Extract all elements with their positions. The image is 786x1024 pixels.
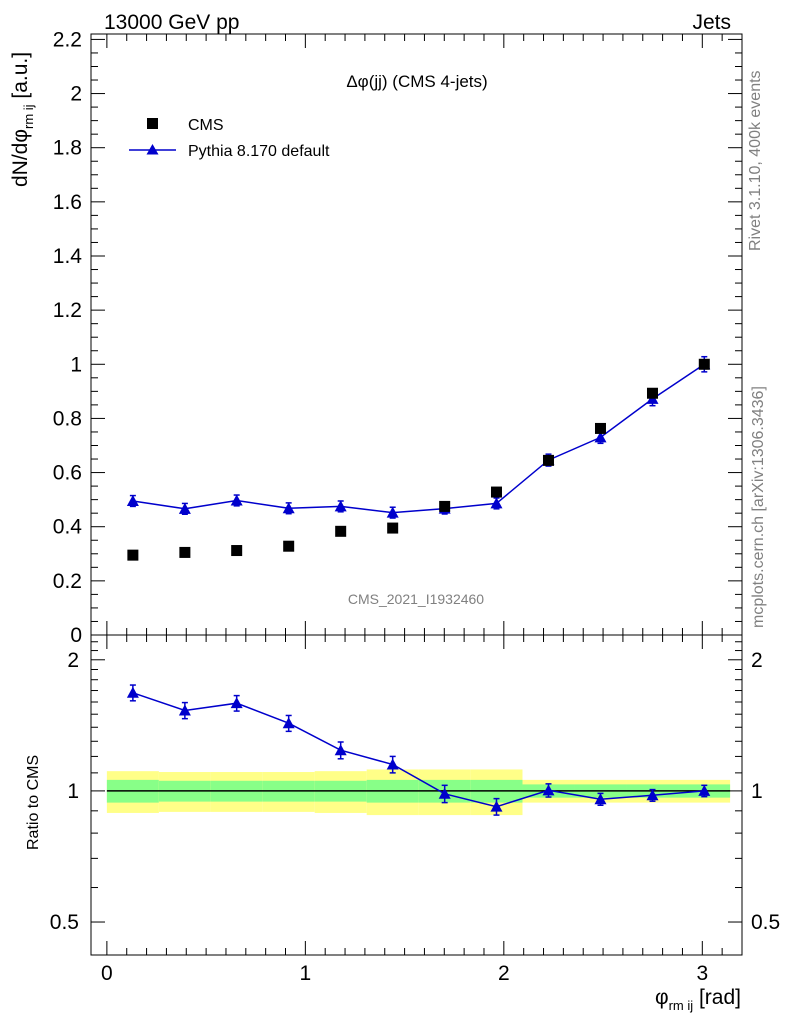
ratio-bands xyxy=(106,769,731,816)
mc-point xyxy=(126,494,139,506)
main-ytick-label: 1.4 xyxy=(53,245,83,268)
mc-point xyxy=(594,431,607,443)
ratio-xtick-label: 3 xyxy=(696,962,708,985)
cms-point xyxy=(335,525,347,537)
main-axis-ticks: 0 0.2 0.4 0.6 0.8 1 1.2 1.4 1.6 1.8 2 2.2 xyxy=(53,28,742,647)
main-ytick-label: 0.4 xyxy=(53,516,83,539)
cms-point xyxy=(490,486,502,498)
mc-line xyxy=(132,363,705,514)
energy-label: 13000 GeV pp xyxy=(104,11,239,34)
rivet-label: Rivet 3.1.10, 400k events xyxy=(747,70,764,251)
main-ylabel: dN/dφrm ij [a.u.] xyxy=(9,52,36,187)
ratio-mc-point xyxy=(178,704,191,716)
ratio-series xyxy=(126,684,711,816)
main-ytick-label: 1.8 xyxy=(53,137,82,160)
ratio-ytick-label-right: 2 xyxy=(751,649,763,672)
main-ytick-label: 0.6 xyxy=(53,462,82,485)
ratio-ylabel: Ratio to CMS xyxy=(25,755,42,850)
ratio-mc-point xyxy=(698,784,711,796)
ratio-ytick-label-left: 0.5 xyxy=(50,911,79,934)
ratio-panel: 0.5 0.5 1 1 2 2 0 1 2 3 Ratio to CMS φrm ij [rad] xyxy=(25,634,780,1013)
legend: CMS Pythia 8.170 default xyxy=(129,117,330,160)
ratio-axis-ticks: 0.5 0.5 1 1 2 2 0 1 2 3 xyxy=(50,635,780,985)
ratio-mc-point xyxy=(282,717,295,729)
main-title: Δφ(jj) (CMS 4-jets) xyxy=(346,72,487,91)
ratio-mc-point xyxy=(542,784,555,796)
ratio-mc-point xyxy=(230,697,243,709)
main-ytick-label: 2.2 xyxy=(53,28,82,51)
ratio-frame xyxy=(90,634,743,956)
main-ytick-label: 0 xyxy=(70,624,82,647)
cms-point xyxy=(594,422,606,434)
main-ytick-label: 1.6 xyxy=(53,191,82,214)
main-panel: 0 0.2 0.4 0.6 0.8 1 1.2 1.4 1.6 1.8 2 2.2 Δφ(jj) (C… xyxy=(9,28,743,647)
ratio-mc-point xyxy=(594,793,607,805)
main-series xyxy=(126,355,711,561)
main-ytick-label: 1 xyxy=(70,353,82,376)
mc-point xyxy=(334,500,347,512)
mc-point xyxy=(178,502,191,514)
ratio-xtick-label: 1 xyxy=(300,962,312,985)
cms-point xyxy=(179,546,191,558)
legend-mc-label: Pythia 8.170 default xyxy=(188,143,330,160)
mc-point xyxy=(490,497,503,509)
mc-point xyxy=(282,502,295,514)
legend-mc-marker xyxy=(146,144,159,155)
ratio-mc-point xyxy=(646,789,659,801)
cms-point xyxy=(387,522,399,534)
ratio-ytick-label-left: 2 xyxy=(67,649,79,672)
main-ytick-label: 0.8 xyxy=(53,407,82,430)
cms-point xyxy=(698,358,710,370)
ratio-xtick-label: 0 xyxy=(101,962,113,985)
x-axis-label: φrm ij [rad] xyxy=(655,986,741,1013)
cms-point xyxy=(127,549,139,561)
ratio-mc-point xyxy=(490,800,503,812)
cms-point xyxy=(283,540,295,552)
ratio-mc-point xyxy=(126,686,139,698)
ratio-mc-point xyxy=(334,744,347,756)
analysis-tag: CMS_2021_I1932460 xyxy=(348,591,484,607)
mc-point xyxy=(386,506,399,518)
main-ytick-label: 0.2 xyxy=(53,570,82,593)
legend-cms-label: CMS xyxy=(188,117,224,134)
ratio-mc-point xyxy=(386,758,399,770)
cms-point xyxy=(542,454,554,466)
legend-cms-marker xyxy=(147,118,158,129)
main-ytick-label: 2 xyxy=(70,83,82,106)
cms-point xyxy=(439,500,451,512)
main-ytick-label: 1.2 xyxy=(53,299,82,322)
mcplots-label: mcplots.cern.ch [arXiv:1306.3436] xyxy=(750,386,767,628)
ratio-ytick-label-right: 0.5 xyxy=(751,911,780,934)
cms-point xyxy=(646,387,658,399)
ratio-mc-point xyxy=(438,787,451,799)
ratio-mc-line xyxy=(132,692,705,808)
ratio-ytick-label-left: 1 xyxy=(67,780,79,803)
ratio-ytick-label-right: 1 xyxy=(751,780,763,803)
category-label: Jets xyxy=(692,11,731,34)
cms-point xyxy=(231,545,243,557)
ratio-xtick-label: 2 xyxy=(498,962,510,985)
mc-point xyxy=(230,494,243,506)
